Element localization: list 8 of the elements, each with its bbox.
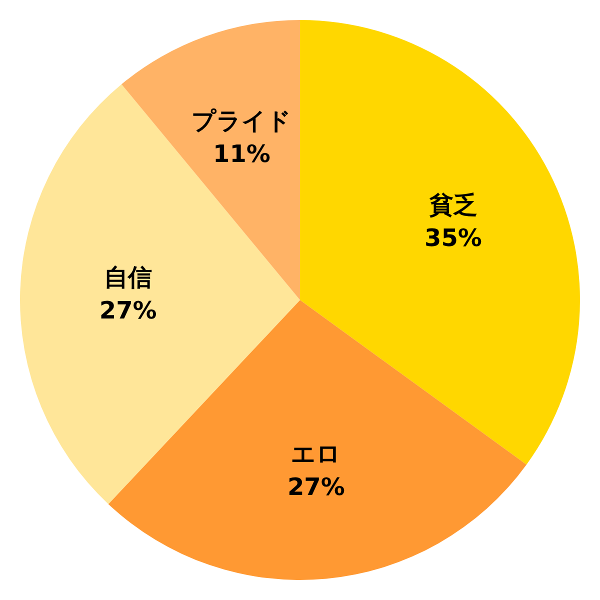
slice-label: 自信 [104, 264, 152, 292]
data-label: 11% [213, 140, 270, 168]
slice-label: 貧乏 [428, 190, 478, 219]
data-label: 35% [424, 224, 482, 252]
slice-label: エロ [291, 440, 342, 468]
data-label: 27% [99, 296, 157, 325]
slice-label: プライド [192, 107, 292, 136]
data-label: 27% [287, 473, 345, 502]
